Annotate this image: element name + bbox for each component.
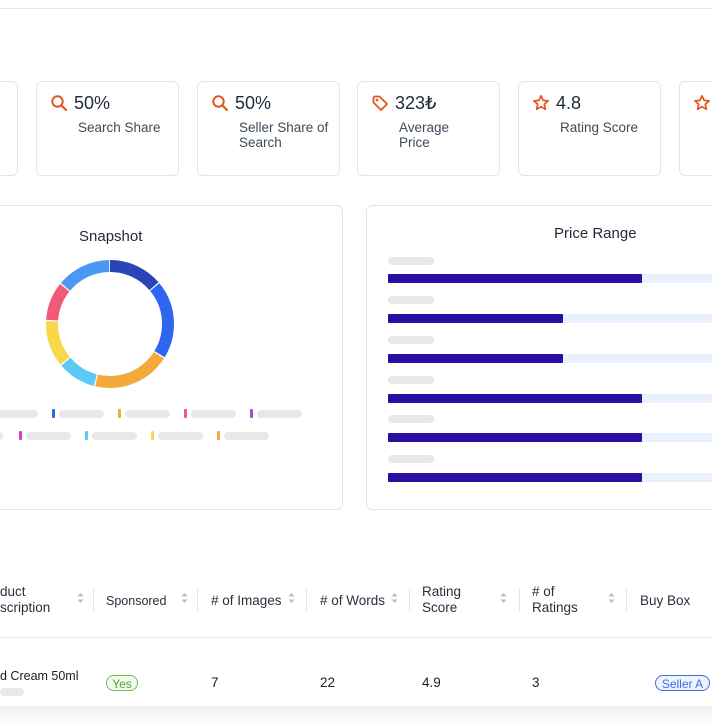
- price-bar: [388, 473, 643, 482]
- column-header-ratings[interactable]: # of Ratings: [532, 584, 578, 615]
- legend-color-marker: [250, 409, 253, 418]
- metric-card-average-price: 323₺ Average Price: [357, 81, 500, 176]
- tag-icon: [372, 95, 388, 111]
- legend-placeholder: [0, 410, 38, 418]
- price-range-panel: Price Range: [366, 205, 712, 510]
- metric-value: 4.8: [556, 93, 582, 113]
- sort-icon[interactable]: [77, 592, 84, 604]
- legend-color-marker: [151, 431, 154, 440]
- price-bar: [388, 433, 643, 442]
- buy-box-badge[interactable]: Seller A: [655, 675, 710, 691]
- donut-segment-2: [46, 260, 174, 388]
- search-icon: [212, 95, 229, 112]
- metric-label: Search Share: [78, 120, 161, 135]
- metric-card-search-share: 50% Search Share: [36, 81, 179, 176]
- legend-placeholder: [191, 410, 236, 418]
- legend-placeholder: [26, 432, 71, 440]
- legend-placeholder: [125, 410, 170, 418]
- sort-icon[interactable]: [391, 592, 398, 604]
- price-label-placeholder: [388, 257, 434, 265]
- column-divider: [197, 589, 198, 611]
- price-label-placeholder: [388, 336, 434, 344]
- metric-value: 323₺: [395, 93, 437, 113]
- legend-color-marker: [217, 431, 220, 440]
- metric-label: Rating Score: [560, 120, 639, 135]
- metric-card-partial: [679, 81, 712, 176]
- rating-score: 4.9: [422, 675, 441, 690]
- donut-segment-5: [46, 260, 174, 388]
- star-icon: [694, 94, 710, 111]
- column-divider: [626, 589, 627, 611]
- column-header-rating-score[interactable]: Rating Score: [422, 584, 462, 615]
- metric-label: Seller Share of Search: [239, 120, 329, 150]
- price-bar-track: [388, 394, 712, 403]
- metric-card-partial: [0, 81, 18, 176]
- legend-color-marker: [184, 409, 187, 418]
- price-bar-track: [388, 314, 712, 323]
- column-header-buy-box[interactable]: Buy Box: [640, 593, 691, 608]
- price-label-placeholder: [388, 296, 434, 304]
- column-header-images[interactable]: # of Images: [211, 593, 282, 608]
- sponsored-badge: Yes: [106, 675, 138, 691]
- words-count: 22: [320, 675, 336, 690]
- sort-icon[interactable]: [608, 592, 615, 604]
- legend-placeholder: [158, 432, 203, 440]
- price-bar-track: [388, 274, 712, 283]
- donut-segment-1: [46, 260, 174, 388]
- star-icon: [533, 94, 549, 111]
- legend-placeholder: [0, 432, 3, 440]
- price-label-placeholder: [388, 376, 434, 384]
- column-divider: [409, 589, 410, 611]
- column-divider: [93, 589, 94, 611]
- product-subtext-placeholder: [0, 688, 24, 696]
- search-icon: [51, 95, 68, 112]
- legend-placeholder: [59, 410, 104, 418]
- price-bar: [388, 274, 643, 283]
- snapshot-donut-chart: [46, 260, 174, 388]
- metric-value: 50%: [235, 93, 272, 113]
- column-header-product-description[interactable]: duct scription: [0, 584, 51, 615]
- metric-card-seller-share: 50% Seller Share of Search: [197, 81, 340, 176]
- snapshot-title: Snapshot: [79, 228, 143, 245]
- legend-placeholder: [92, 432, 137, 440]
- price-label-placeholder: [388, 455, 434, 463]
- price-bar-track: [388, 433, 712, 442]
- legend-placeholder: [257, 410, 302, 418]
- column-divider: [306, 589, 307, 611]
- price-bar: [388, 354, 563, 363]
- column-header-sponsored[interactable]: Sponsored: [106, 594, 167, 608]
- price-bar: [388, 314, 563, 323]
- price-bar: [388, 394, 643, 403]
- top-bar: [0, 0, 712, 9]
- sort-icon[interactable]: [500, 592, 507, 604]
- legend-color-marker: [52, 409, 55, 418]
- header-divider: [0, 637, 712, 638]
- price-range-title: Price Range: [554, 225, 637, 242]
- legend-color-marker: [19, 431, 22, 440]
- price-bar-track: [388, 473, 712, 482]
- column-header-words[interactable]: # of Words: [320, 593, 386, 608]
- legend-placeholder: [224, 432, 269, 440]
- sort-icon[interactable]: [181, 592, 188, 604]
- product-name[interactable]: d Cream 50ml: [0, 669, 79, 683]
- snapshot-panel: Snapshot: [0, 205, 343, 510]
- metric-card-rating-score: 4.8 Rating Score: [518, 81, 661, 176]
- metric-label: Average Price: [399, 120, 450, 150]
- donut-segment-3: [46, 260, 174, 388]
- legend-color-marker: [118, 409, 121, 418]
- price-bar-track: [388, 354, 712, 363]
- images-count: 7: [211, 675, 219, 690]
- price-label-placeholder: [388, 415, 434, 423]
- column-divider: [519, 589, 520, 611]
- metric-value: 50%: [74, 93, 111, 113]
- ratings-count: 3: [532, 675, 540, 690]
- sort-icon[interactable]: [288, 592, 295, 604]
- legend-color-marker: [85, 431, 88, 440]
- table-bottom-shadow: [0, 706, 712, 728]
